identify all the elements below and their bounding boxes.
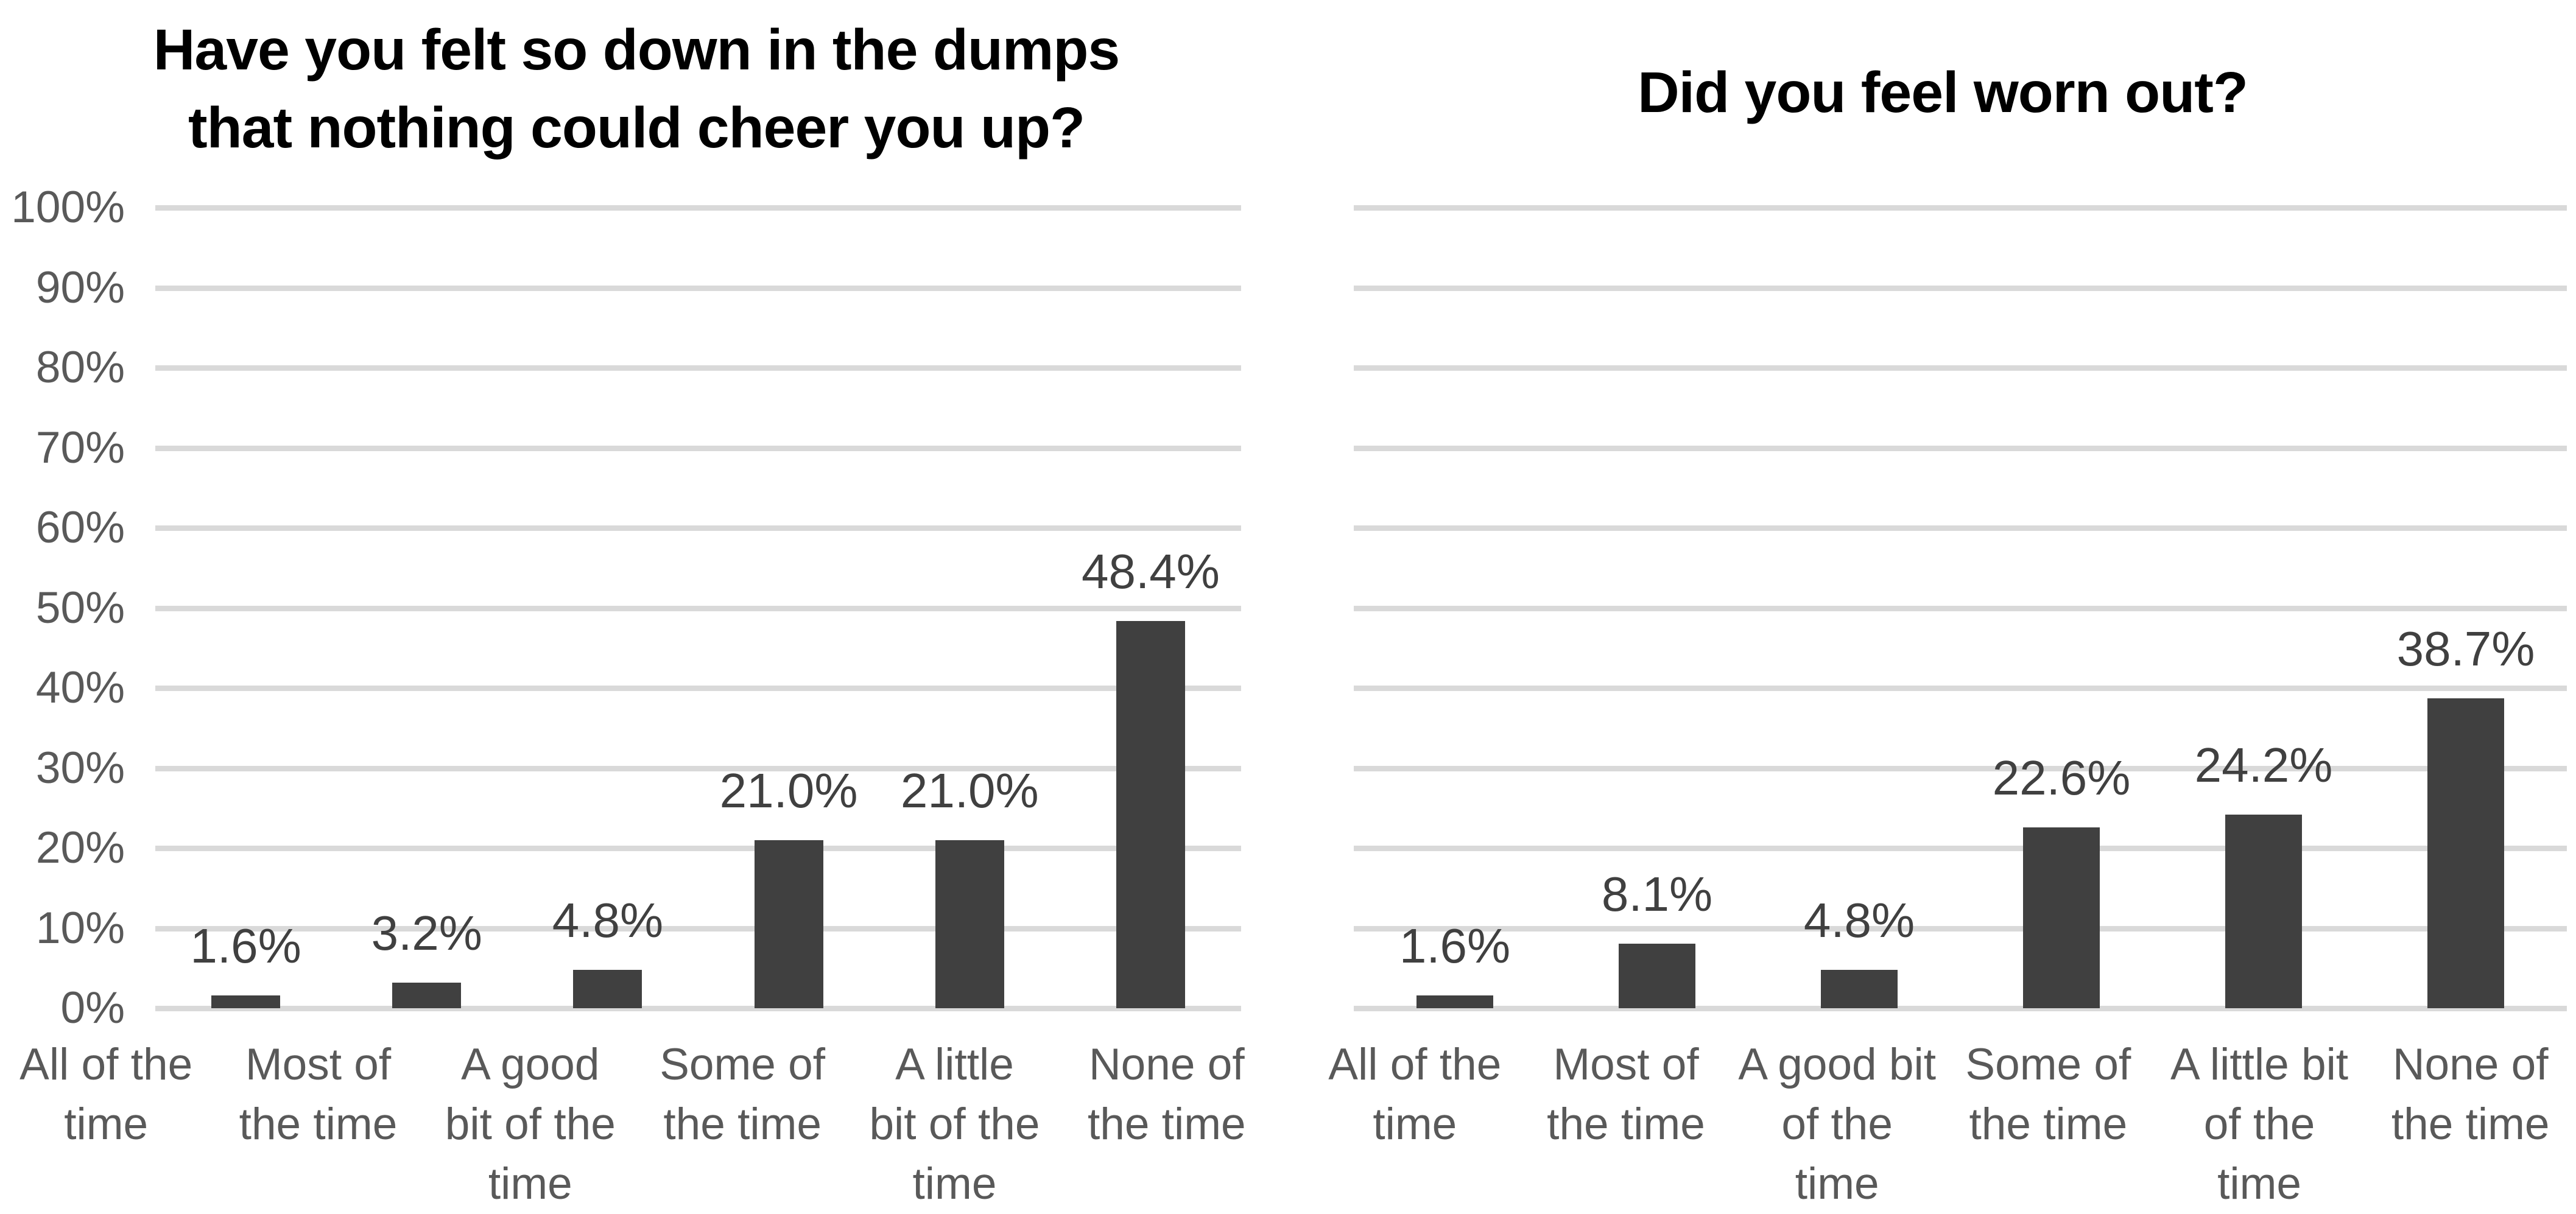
gridline — [155, 846, 1241, 851]
category-label: None of the time — [2391, 1040, 2550, 1149]
y-axis-tick-label: 80% — [35, 343, 125, 392]
bar — [1416, 995, 1494, 1008]
category-label: Some of the time — [660, 1040, 826, 1149]
gridline — [1354, 365, 2567, 371]
category-label: Most of the time — [1547, 1040, 1705, 1149]
y-axis-tick-label: 30% — [35, 743, 125, 793]
plot-area: 1.6% 8.1% 4.8% 22.6% 24.2% 38.7% — [1354, 205, 2567, 1011]
bar-value-label: 4.8% — [1803, 893, 1915, 947]
gridline — [155, 686, 1241, 691]
bar — [2022, 827, 2100, 1008]
y-axis: 100% 90% 80% 70% 60% 50% 40% 30% 20% 10% 0% — [0, 0, 125, 1212]
chart-title: Have you felt so down in the dumps that … — [153, 18, 1120, 160]
category-label: A good bit of the time — [1738, 1040, 1937, 1209]
gridline — [155, 285, 1241, 291]
gridline — [1354, 525, 2567, 531]
bar — [935, 840, 1004, 1008]
bars-row: 1.6% 3.2% 4.8% 21.0% 21.0% 48.4% — [155, 208, 1241, 1008]
bar-column: 1.6% — [155, 208, 336, 1008]
y-axis-tick-label: 100% — [11, 183, 125, 232]
bar — [392, 982, 462, 1008]
gridline — [1354, 1006, 2567, 1011]
bar-value-label: 1.6% — [190, 918, 301, 973]
bar-column: 21.0% — [879, 208, 1060, 1008]
bar-value-label: 1.6% — [1399, 918, 1511, 973]
bar — [754, 840, 823, 1008]
bar-column: 24.2% — [2163, 208, 2365, 1008]
bar-column: 38.7% — [2365, 208, 2567, 1008]
bar — [2427, 698, 2505, 1008]
gridline — [1354, 445, 2567, 451]
category-label: None of the time — [1087, 1040, 1246, 1149]
gridline — [155, 365, 1241, 371]
plot-area: 1.6% 3.2% 4.8% 21.0% 21.0% 48.4% — [155, 205, 1241, 1011]
bar-value-label: 4.8% — [552, 893, 664, 947]
bar-column: 4.8% — [517, 208, 698, 1008]
bar-value-label: 48.4% — [1082, 544, 1220, 598]
category-axis: All of the time Most of the time A good bi… — [1309, 1035, 2576, 1214]
gridline — [155, 925, 1241, 932]
gridline — [1354, 765, 2567, 771]
chart-down-in-dumps: Have you felt so down in the dumps that … — [0, 0, 1273, 1212]
category-label: A good bit of the time — [445, 1040, 616, 1209]
bar-column: 21.0% — [699, 208, 879, 1008]
bar-value-label: 38.7% — [2396, 622, 2535, 676]
gridline — [1354, 285, 2567, 291]
bar-column: 48.4% — [1060, 208, 1241, 1008]
gridline — [155, 1006, 1241, 1011]
bar-value-label: 21.0% — [719, 763, 858, 818]
gridline — [1354, 205, 2567, 211]
gridline — [155, 765, 1241, 771]
gridline — [155, 205, 1241, 211]
y-axis-tick-label: 70% — [35, 423, 125, 472]
gridline — [155, 605, 1241, 611]
y-axis-tick-label: 90% — [35, 262, 125, 312]
bar-column: 4.8% — [1758, 208, 1960, 1008]
bar-column: 22.6% — [1960, 208, 2163, 1008]
bar-value-label: 21.0% — [900, 763, 1039, 818]
bar-column: 8.1% — [1556, 208, 1758, 1008]
category-label: Most of the time — [239, 1040, 398, 1149]
bar — [573, 969, 642, 1008]
bar-value-label: 8.1% — [1601, 866, 1713, 921]
gridline — [1354, 605, 2567, 611]
category-label: A little bit of the time — [2170, 1040, 2349, 1209]
bar-column: 1.6% — [1354, 208, 1556, 1008]
y-axis-tick-label: 50% — [35, 583, 125, 633]
category-label: Some of the time — [1965, 1040, 2131, 1149]
category-label: All of the time — [19, 1040, 193, 1149]
bars-row: 1.6% 8.1% 4.8% 22.6% 24.2% 38.7% — [1354, 208, 2567, 1008]
bar-value-label: 22.6% — [1992, 750, 2131, 805]
category-label: All of the time — [1328, 1040, 1502, 1149]
bar-column: 3.2% — [336, 208, 517, 1008]
y-axis-tick-label: 0% — [60, 983, 125, 1033]
y-axis-tick-label: 40% — [35, 663, 125, 712]
chart-title: Did you feel worn out? — [1638, 60, 2248, 125]
bar — [211, 995, 281, 1008]
y-axis-tick-label: 20% — [35, 823, 125, 872]
bar — [1618, 943, 1696, 1008]
bar — [2225, 814, 2303, 1008]
gridline — [1354, 925, 2567, 932]
gridline — [1354, 846, 2567, 851]
y-axis-tick-label: 10% — [35, 903, 125, 953]
chart-worn-out: Did you feel worn out? 1.6% 8.1% 4.8% 22.6%… — [1309, 0, 2576, 1212]
bar — [1820, 969, 1898, 1008]
bar-value-label: 24.2% — [2194, 737, 2333, 792]
bar — [1116, 620, 1185, 1008]
gridline — [1354, 686, 2567, 691]
bar-value-label: 3.2% — [371, 905, 482, 960]
category-axis: All of the time Most of the time A good bi… — [0, 1035, 1273, 1214]
category-label: A little bit of the time — [869, 1040, 1040, 1209]
gridline — [155, 445, 1241, 451]
y-axis-tick-label: 60% — [35, 503, 125, 552]
gridline — [155, 525, 1241, 531]
